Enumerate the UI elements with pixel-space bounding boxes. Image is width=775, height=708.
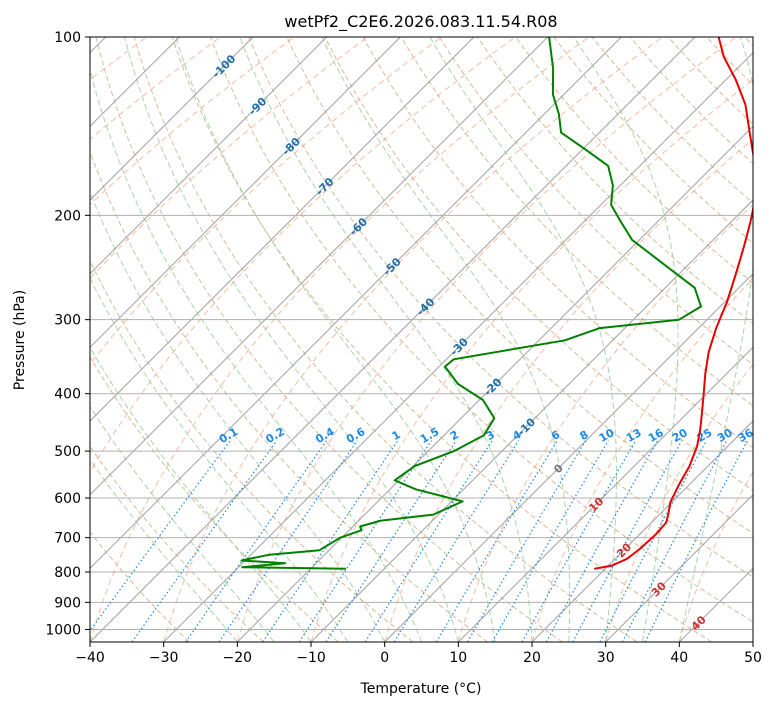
mixing-ratio-line [218, 440, 358, 642]
y-axis-title: Pressure (hPa) [12, 290, 28, 390]
x-tick-label: −30 [149, 650, 179, 666]
profile-lines [240, 37, 753, 570]
dry-adiabat [90, 531, 190, 642]
isotherm-line [90, 37, 328, 275]
dry-adiabat [400, 37, 753, 407]
dry-adiabat [553, 37, 753, 244]
y-tick-label: 200 [54, 208, 81, 224]
isotherm-line [457, 346, 753, 642]
isotherm-line [531, 420, 753, 642]
isotherm-line [90, 37, 254, 201]
y-tick-label: 600 [54, 491, 81, 507]
mixing-ratio-line [466, 440, 587, 642]
mixing-ratio-line [185, 440, 328, 642]
mixing-ratio-line [298, 440, 432, 642]
x-axis-ticks: −40 −30 −20 −10 0 10 20 30 40 50 [75, 642, 762, 666]
temperature-line [594, 37, 753, 570]
isotherm-line [310, 199, 753, 642]
isotherm-line [605, 493, 753, 642]
mixing-ratio-line [521, 440, 637, 642]
moist-adiabat [90, 67, 422, 642]
moist-adiabat [573, 37, 679, 642]
moist-adiabat [90, 458, 238, 642]
dry-adiabat [90, 150, 488, 642]
x-tick-label: 0 [380, 650, 389, 666]
mixing-ratio-line [435, 440, 558, 642]
y-tick-label: 300 [54, 313, 81, 329]
mixing-ratio-line [621, 440, 728, 642]
y-tick-label: 900 [54, 595, 81, 611]
isotherm-line [236, 125, 753, 642]
y-tick-label: 800 [54, 565, 81, 581]
moist-adiabat [90, 346, 312, 642]
background-lines [90, 37, 753, 642]
chart-title: wetPf2_C2E6.2026.083.11.54.R08 [284, 12, 557, 32]
dry-adiabat [95, 37, 563, 642]
x-tick-label: −10 [296, 650, 326, 666]
dashed-reference-line [163, 37, 663, 642]
mixing-ratio-line [644, 440, 748, 642]
moist-adiabat [90, 190, 386, 642]
moist-adiabat [175, 37, 496, 642]
y-tick-label: 700 [54, 531, 81, 547]
mixing-ratio-line [131, 440, 278, 642]
dry-adiabat [210, 37, 753, 623]
plot-frame [89, 36, 754, 643]
moist-adiabat [90, 405, 275, 642]
moist-adiabat [90, 277, 349, 642]
x-axis-title: Temperature (°C) [360, 681, 482, 697]
moist-adiabat [321, 37, 571, 642]
dry-adiabat [591, 37, 753, 204]
dashed-reference-line [90, 37, 590, 642]
isotherm-line [90, 37, 401, 349]
dashed-reference-line [90, 37, 295, 206]
moist-adiabat [239, 37, 533, 642]
dry-adiabat [171, 37, 712, 642]
dry-adiabat [248, 37, 753, 578]
x-tick-label: 50 [744, 650, 762, 666]
isotherm-line [90, 37, 549, 496]
mixing-ratio-line [90, 440, 231, 632]
dashed-reference-line [90, 37, 221, 140]
x-tick-label: −20 [223, 650, 253, 666]
dashed-reference-line [310, 79, 753, 642]
dashed-reference-line [90, 37, 516, 473]
mixing-ratio-line [262, 440, 399, 642]
y-axis-ticks: 100 200 300 400 500 600 700 800 900 1000 [45, 30, 90, 638]
x-tick-label: 20 [523, 650, 541, 666]
x-tick-label: 30 [597, 650, 615, 666]
moist-adiabat [678, 37, 753, 642]
dry-adiabat [133, 37, 638, 642]
isotherm-line [163, 51, 753, 642]
y-tick-label: 400 [54, 387, 81, 403]
x-tick-label: −40 [75, 650, 105, 666]
isotherm-line [90, 37, 475, 422]
y-tick-label: 1000 [45, 622, 81, 638]
mixing-ratio-line [599, 440, 707, 642]
dry-adiabat [477, 37, 753, 325]
dry-adiabat [324, 37, 753, 491]
y-tick-label: 500 [54, 444, 81, 460]
moist-adiabat [124, 37, 459, 642]
y-tick-label: 100 [54, 30, 81, 46]
isotherm-line [90, 37, 622, 570]
x-tick-label: 10 [449, 650, 467, 666]
dry-adiabat [438, 37, 753, 366]
moist-adiabat [429, 37, 617, 642]
dry-adiabat [90, 259, 414, 642]
dashed-reference-line [236, 37, 737, 642]
dashed-reference-line [90, 37, 442, 365]
mixing-ratio-line [491, 440, 609, 642]
mixing-ratio-line [393, 440, 520, 642]
dashed-reference-line [90, 37, 369, 279]
isotherm-line [90, 37, 696, 642]
dewpoint-line [240, 37, 702, 570]
dry-adiabat [286, 37, 753, 534]
x-tick-label: 40 [670, 650, 688, 666]
isotherm-line [384, 272, 753, 642]
